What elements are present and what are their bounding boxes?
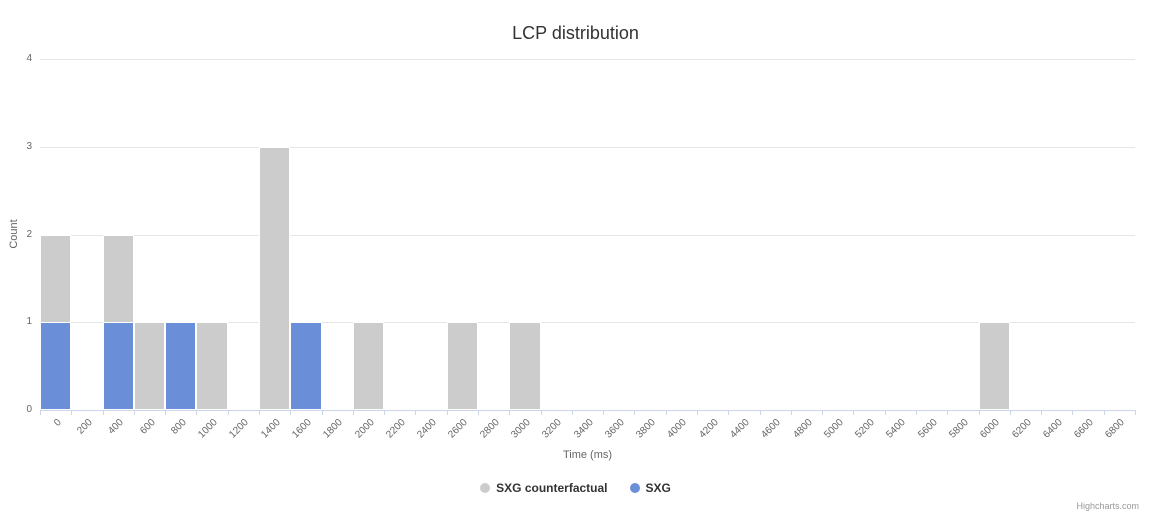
x-tick-mark — [853, 410, 855, 415]
x-tick-mark — [571, 410, 573, 415]
x-tick-mark — [728, 410, 730, 415]
x-tick-mark — [259, 410, 260, 415]
bar-sxg-counterfactual-6000ms[interactable] — [978, 322, 1010, 410]
x-tick-mark — [102, 410, 104, 415]
x-tick-mark — [1103, 410, 1105, 415]
bar-sxg-counterfactual-2600ms[interactable] — [446, 322, 478, 410]
x-tick-mark — [384, 410, 386, 415]
x-tick-mark — [697, 410, 698, 415]
bar-sxg-counterfactual-3000ms[interactable] — [509, 322, 541, 410]
y-tick-label: 2 — [26, 228, 32, 240]
x-tick-mark — [884, 410, 886, 415]
x-tick-mark — [1135, 410, 1136, 415]
legend-item-sxg[interactable]: SXG — [629, 481, 671, 495]
x-tick-mark — [822, 410, 824, 415]
y-gridline — [40, 146, 1135, 148]
bar-sxg-0ms[interactable] — [40, 322, 72, 410]
x-tick-mark — [478, 410, 479, 415]
legend: SXG counterfactual SXG — [0, 481, 1151, 495]
x-tick-mark — [446, 410, 448, 415]
x-tick-mark — [540, 410, 542, 415]
legend-label: SXG — [645, 481, 671, 495]
legend-item-sxg-counterfactual[interactable]: SXG counterfactual — [480, 481, 608, 495]
x-tick-mark — [509, 410, 511, 415]
x-tick-mark — [196, 410, 198, 415]
x-tick-mark — [1009, 410, 1011, 415]
y-gridline — [40, 59, 1135, 60]
bar-sxg-counterfactual-2000ms[interactable] — [352, 322, 385, 410]
y-tick-label: 1 — [26, 316, 32, 328]
x-tick-mark — [133, 410, 135, 415]
x-tick-mark — [978, 410, 980, 415]
bar-sxg-counterfactual-1400ms[interactable] — [259, 146, 291, 410]
x-tick-mark — [227, 410, 229, 415]
x-tick-mark — [40, 410, 41, 415]
x-tick-mark — [321, 410, 323, 415]
bar-sxg-counterfactual-1000ms[interactable] — [196, 322, 228, 410]
x-tick-mark — [1072, 410, 1074, 415]
x-tick-mark — [759, 410, 761, 415]
x-tick-mark — [603, 410, 605, 415]
x-axis-title: Time (ms) — [562, 449, 613, 461]
x-tick-mark — [947, 410, 949, 415]
x-tick-mark — [415, 410, 417, 415]
y-tick-label: 3 — [26, 140, 32, 152]
bar-sxg-counterfactual-600ms[interactable] — [133, 322, 166, 410]
chart-title: LCP distribution — [512, 23, 639, 43]
y-gridline — [40, 322, 1135, 324]
bar-sxg-400ms[interactable] — [102, 322, 134, 410]
x-tick-mark — [790, 410, 792, 415]
x-tick-mark — [665, 410, 667, 415]
x-tick-mark — [71, 410, 73, 415]
legend-marker — [629, 483, 640, 493]
legend-marker — [480, 483, 491, 493]
x-tick-mark — [165, 410, 167, 415]
highcharts-credits[interactable]: Highcharts.com — [1076, 501, 1139, 511]
legend-label: SXG counterfactual — [496, 481, 608, 495]
x-tick-mark — [634, 410, 636, 415]
y-gridline — [40, 234, 1135, 236]
x-tick-mark — [352, 410, 354, 415]
x-tick-mark — [1041, 410, 1043, 415]
plot-area — [40, 59, 1135, 411]
x-tick-mark — [290, 410, 292, 415]
x-tick-mark — [916, 410, 917, 415]
x-axis-line — [40, 410, 1136, 411]
bar-sxg-800ms[interactable] — [165, 322, 197, 410]
y-tick-label: 4 — [26, 53, 32, 64]
y-tick-label: 0 — [26, 404, 32, 415]
bar-sxg-1600ms[interactable] — [290, 322, 322, 410]
